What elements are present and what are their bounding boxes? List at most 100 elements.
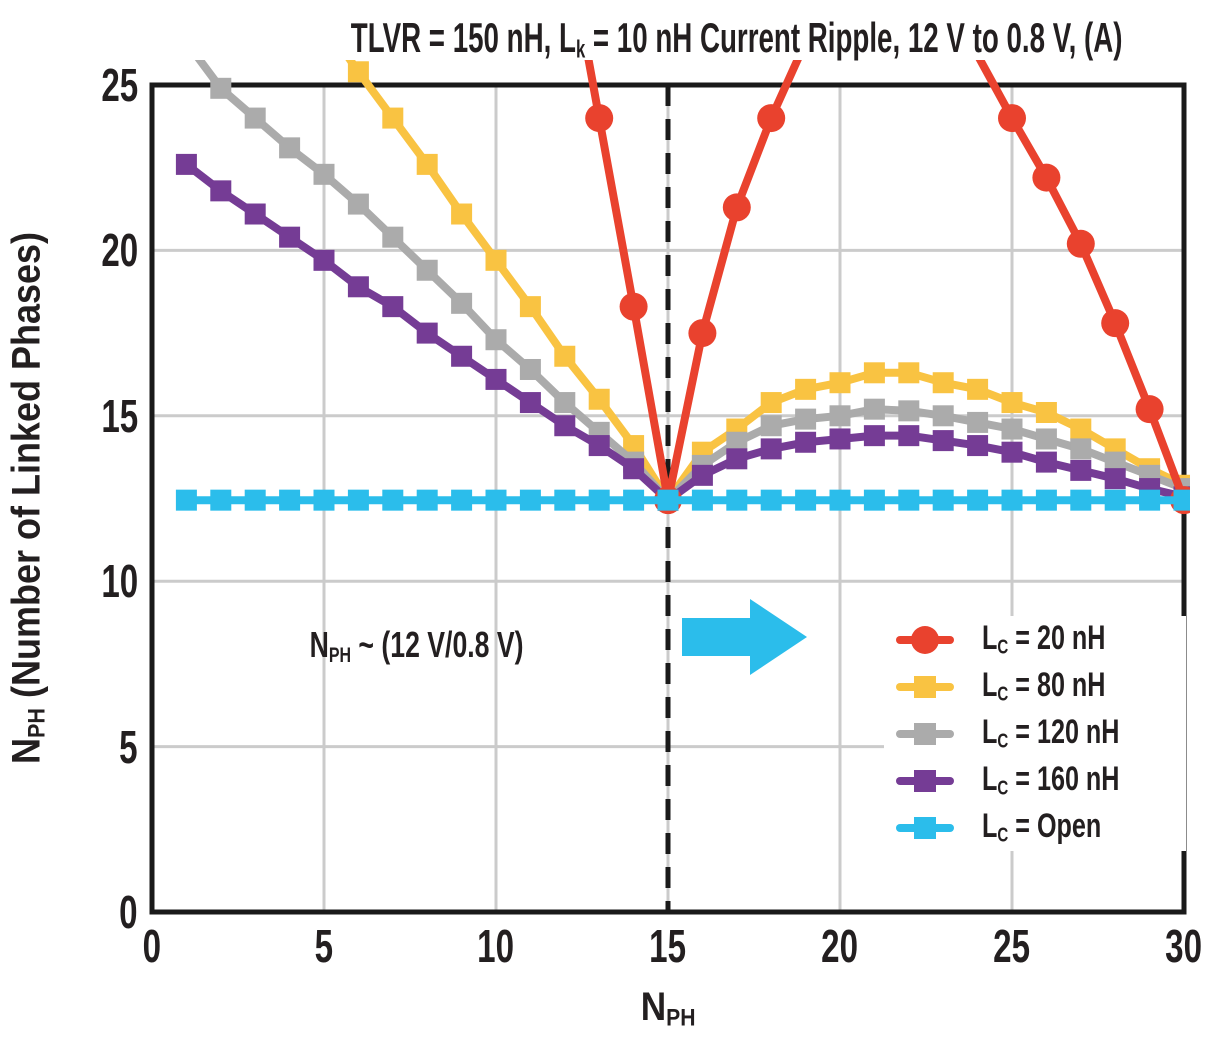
data-point-square [279, 226, 301, 248]
data-point-square [1104, 451, 1126, 473]
data-point-square [1035, 428, 1057, 450]
data-point-square [1035, 451, 1057, 473]
data-point-square [863, 362, 885, 384]
data-point-square [485, 329, 507, 351]
data-point-square [1001, 441, 1023, 463]
data-point-square [726, 489, 748, 511]
series-line [183, 161, 1185, 505]
data-point-square [760, 489, 782, 511]
data-point-square [554, 392, 576, 414]
data-point-square [657, 489, 679, 511]
data-point-square [554, 345, 576, 367]
right-arrow-icon [682, 599, 807, 675]
data-point-square [382, 489, 404, 511]
data-point-square [967, 435, 989, 457]
data-point-circle [1135, 395, 1164, 424]
data-point-square [416, 153, 438, 175]
data-point-square [932, 430, 954, 452]
data-point-square [347, 193, 369, 215]
data-point-square [1001, 489, 1023, 511]
data-point-square [347, 276, 369, 298]
data-point-circle [722, 193, 751, 222]
data-point-square [485, 368, 507, 390]
data-point-square [898, 400, 920, 422]
data-point-circle [1101, 309, 1130, 338]
data-point-square [416, 489, 438, 511]
data-point-square [588, 489, 610, 511]
data-point-square [932, 405, 954, 427]
data-point-square [313, 249, 335, 271]
data-point-square [829, 405, 851, 427]
data-point-square [382, 107, 404, 129]
data-point-square [519, 489, 541, 511]
series-lc-80-nh [345, 60, 1190, 511]
data-point-square [967, 489, 989, 511]
data-point-square [1139, 489, 1161, 511]
data-point-square [588, 435, 610, 457]
data-point-square [1035, 401, 1057, 423]
data-point-square [175, 153, 197, 175]
data-point-square [451, 292, 473, 314]
data-point-square [1104, 489, 1126, 511]
data-point-square [898, 425, 920, 447]
data-point-square [347, 61, 369, 83]
data-point-square [795, 408, 817, 430]
data-point-square [382, 296, 404, 318]
data-point-square [898, 489, 920, 511]
data-point-square [726, 431, 748, 453]
data-point-square [451, 345, 473, 367]
data-point-circle [1032, 163, 1061, 192]
data-point-square [382, 226, 404, 248]
data-point-square [1070, 438, 1092, 460]
data-point-square [932, 489, 954, 511]
data-point-square [210, 77, 232, 99]
data-point-square [210, 489, 232, 511]
data-point-square [726, 448, 748, 470]
data-point-square [623, 435, 645, 457]
data-point-square [416, 322, 438, 344]
data-point-square [175, 489, 197, 511]
data-point-square [554, 489, 576, 511]
data-point-square [588, 388, 610, 410]
data-point-square [795, 431, 817, 453]
data-point-square [967, 411, 989, 433]
data-point-square [519, 358, 541, 380]
data-point-square [279, 137, 301, 159]
data-point-square [244, 107, 266, 129]
data-point-square [485, 489, 507, 511]
data-point-square [244, 489, 266, 511]
data-point-square [898, 362, 920, 384]
data-point-square [210, 180, 232, 202]
data-point-square [347, 489, 369, 511]
data-point-square [863, 425, 885, 447]
data-point-square [829, 489, 851, 511]
data-point-square [1104, 468, 1126, 490]
data-point-square [691, 464, 713, 486]
data-point-circle [998, 104, 1026, 133]
data-point-square [863, 398, 885, 420]
data-point-square [829, 428, 851, 450]
data-point-square [932, 372, 954, 394]
data-point-square [451, 203, 473, 225]
data-point-square [244, 203, 266, 225]
data-point-circle [619, 292, 648, 321]
data-point-square [760, 415, 782, 437]
data-point-square [451, 489, 473, 511]
data-point-square [1070, 418, 1092, 440]
data-point-square [760, 438, 782, 460]
data-point-square [313, 163, 335, 185]
data-point-square [691, 489, 713, 511]
data-point-square [1070, 489, 1092, 511]
data-point-square [863, 489, 885, 511]
data-point-square [519, 392, 541, 414]
data-point-square [1173, 489, 1190, 511]
data-point-square [623, 458, 645, 480]
series-lc-160-nh [175, 153, 1190, 511]
data-point-square [623, 489, 645, 511]
data-point-square [795, 489, 817, 511]
data-point-circle [757, 104, 786, 133]
data-point-square [967, 378, 989, 400]
data-point-square [519, 296, 541, 318]
